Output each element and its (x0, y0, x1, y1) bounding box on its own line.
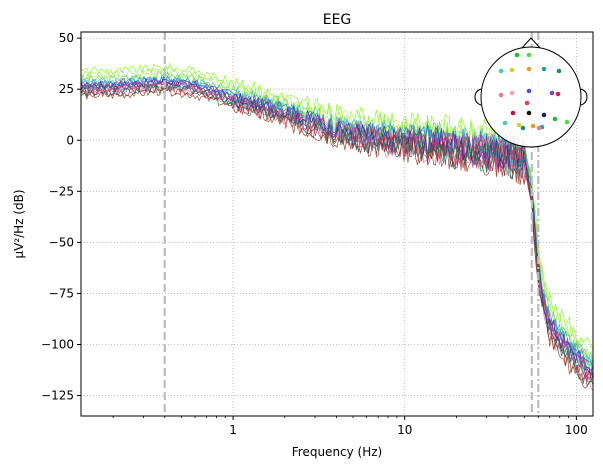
x-tick-label: 10 (397, 423, 412, 437)
sensor-dot (502, 120, 508, 126)
sensor-dot (526, 66, 532, 72)
head-right-ear (580, 88, 588, 106)
sensor-dot (524, 100, 530, 106)
y-tick-label: 50 (59, 31, 74, 45)
sensor-dot (498, 92, 504, 98)
sensor-dot (526, 88, 532, 94)
y-axis-label: µV²/Hz (dB) (12, 189, 26, 258)
y-tick-label: −125 (41, 389, 74, 403)
sensor-dot (555, 91, 561, 97)
sensor-dot (541, 66, 547, 72)
y-tick-label: −25 (49, 184, 74, 198)
head-outline (480, 46, 582, 148)
y-tick-label: −50 (49, 235, 74, 249)
x-axis-ticks: 1 10 100 (112, 416, 588, 437)
sensor-dot (526, 110, 532, 116)
y-axis-ticks: 50 25 0 −25 −50 −75 −100 −125 (41, 31, 81, 403)
psd-series-line (81, 77, 593, 381)
sensor-dot (530, 123, 536, 129)
sensor-dot (520, 125, 526, 131)
sensor-dot (552, 116, 558, 122)
psd-series-line (81, 83, 593, 387)
chart-title: EEG (323, 12, 352, 28)
sensor-dot (526, 52, 532, 58)
x-tick-label: 100 (565, 423, 588, 437)
sensor-dot (509, 90, 515, 96)
sensor-dot (556, 68, 562, 74)
axes-frame (80, 31, 594, 417)
sensor-dot (509, 67, 515, 73)
sensor-head-inset (474, 37, 588, 148)
sensor-dot (541, 112, 547, 118)
sensor-dot (514, 52, 520, 58)
sensor-dot (564, 119, 570, 125)
head-left-ear (474, 88, 482, 106)
sensor-dot (510, 110, 516, 116)
x-tick-label: 1 (229, 423, 237, 437)
sensor-dot (536, 125, 542, 131)
sensor-dot (498, 68, 504, 74)
y-tick-label: 25 (59, 82, 74, 96)
y-tick-label: 0 (66, 133, 74, 147)
head-nose (521, 37, 541, 49)
sensor-dot (549, 90, 555, 96)
sensor-dot (516, 122, 522, 128)
y-tick-label: −75 (49, 286, 74, 300)
x-axis-label: Frequency (Hz) (292, 445, 383, 459)
y-tick-label: −100 (41, 338, 74, 352)
